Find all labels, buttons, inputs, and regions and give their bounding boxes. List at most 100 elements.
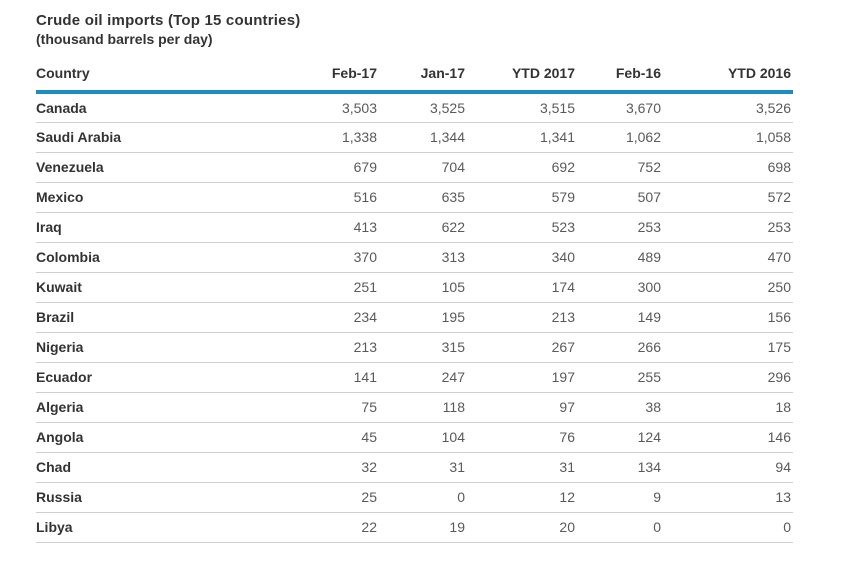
- value-cell: 296: [663, 362, 793, 393]
- table-row: Iraq 413 622 523 253 253: [36, 212, 793, 243]
- column-header-ytd-2016: YTD 2016: [663, 48, 793, 94]
- value-cell: 104: [379, 422, 467, 453]
- value-cell: 1,344: [379, 122, 467, 153]
- column-header-ytd-2017: YTD 2017: [467, 48, 577, 94]
- value-cell: 251: [266, 272, 379, 303]
- crude-oil-imports-panel: Crude oil imports (Top 15 countries) (th…: [36, 12, 793, 543]
- country-cell: Iraq: [36, 212, 266, 243]
- country-cell: Algeria: [36, 392, 266, 423]
- column-header-country: Country: [36, 48, 266, 94]
- country-cell: Mexico: [36, 182, 266, 213]
- page-subtitle: (thousand barrels per day): [36, 31, 213, 47]
- value-cell: 679: [266, 152, 379, 183]
- value-cell: 523: [467, 212, 577, 243]
- value-cell: 25: [266, 482, 379, 513]
- column-header-feb-17: Feb-17: [266, 48, 379, 94]
- table-row: Kuwait 251 105 174 300 250: [36, 272, 793, 303]
- table-body: Canada 3,503 3,525 3,515 3,670 3,526 Saudi Ara…: [36, 92, 793, 543]
- value-cell: 340: [467, 242, 577, 273]
- value-cell: 13: [663, 482, 793, 513]
- value-cell: 0: [379, 482, 467, 513]
- value-cell: 752: [577, 152, 663, 183]
- column-header-jan-17: Jan-17: [379, 48, 467, 94]
- value-cell: 0: [577, 512, 663, 543]
- value-cell: 267: [467, 332, 577, 363]
- table-header-row: Country Feb-17 Jan-17 YTD 2017 Feb-16 YTD 201…: [36, 48, 793, 94]
- value-cell: 234: [266, 302, 379, 333]
- table-row: Libya 22 19 20 0 0: [36, 512, 793, 543]
- value-cell: 175: [663, 332, 793, 363]
- value-cell: 3,526: [663, 92, 793, 123]
- value-cell: 3,503: [266, 92, 379, 123]
- value-cell: 134: [577, 452, 663, 483]
- table-row: Russia 25 0 12 9 13: [36, 482, 793, 513]
- country-cell: Venezuela: [36, 152, 266, 183]
- value-cell: 20: [467, 512, 577, 543]
- value-cell: 22: [266, 512, 379, 543]
- table-row: Chad 32 31 31 134 94: [36, 452, 793, 483]
- value-cell: 156: [663, 302, 793, 333]
- country-cell: Russia: [36, 482, 266, 513]
- table-row: Canada 3,503 3,525 3,515 3,670 3,526: [36, 92, 793, 123]
- value-cell: 247: [379, 362, 467, 393]
- value-cell: 31: [379, 452, 467, 483]
- value-cell: 94: [663, 452, 793, 483]
- value-cell: 149: [577, 302, 663, 333]
- value-cell: 300: [577, 272, 663, 303]
- value-cell: 1,062: [577, 122, 663, 153]
- country-cell: Saudi Arabia: [36, 122, 266, 153]
- value-cell: 470: [663, 242, 793, 273]
- value-cell: 45: [266, 422, 379, 453]
- value-cell: 1,338: [266, 122, 379, 153]
- column-header-feb-16: Feb-16: [577, 48, 663, 94]
- value-cell: 370: [266, 242, 379, 273]
- value-cell: 698: [663, 152, 793, 183]
- country-cell: Chad: [36, 452, 266, 483]
- table-row: Saudi Arabia 1,338 1,344 1,341 1,062 1,058: [36, 122, 793, 153]
- value-cell: 141: [266, 362, 379, 393]
- value-cell: 12: [467, 482, 577, 513]
- country-cell: Colombia: [36, 242, 266, 273]
- value-cell: 9: [577, 482, 663, 513]
- value-cell: 118: [379, 392, 467, 423]
- value-cell: 75: [266, 392, 379, 423]
- table-row: Ecuador 141 247 197 255 296: [36, 362, 793, 393]
- value-cell: 3,515: [467, 92, 577, 123]
- value-cell: 622: [379, 212, 467, 243]
- crude-oil-imports-table: Country Feb-17 Jan-17 YTD 2017 Feb-16 YTD 201…: [36, 48, 793, 543]
- value-cell: 174: [467, 272, 577, 303]
- table-row: Colombia 370 313 340 489 470: [36, 242, 793, 273]
- page-title: Crude oil imports (Top 15 countries): [36, 12, 301, 29]
- value-cell: 692: [467, 152, 577, 183]
- country-cell: Libya: [36, 512, 266, 543]
- value-cell: 704: [379, 152, 467, 183]
- value-cell: 315: [379, 332, 467, 363]
- value-cell: 213: [266, 332, 379, 363]
- country-cell: Ecuador: [36, 362, 266, 393]
- value-cell: 97: [467, 392, 577, 423]
- value-cell: 313: [379, 242, 467, 273]
- value-cell: 516: [266, 182, 379, 213]
- value-cell: 1,058: [663, 122, 793, 153]
- value-cell: 197: [467, 362, 577, 393]
- value-cell: 0: [663, 512, 793, 543]
- country-cell: Angola: [36, 422, 266, 453]
- value-cell: 253: [577, 212, 663, 243]
- value-cell: 124: [577, 422, 663, 453]
- country-cell: Kuwait: [36, 272, 266, 303]
- value-cell: 1,341: [467, 122, 577, 153]
- value-cell: 253: [663, 212, 793, 243]
- value-cell: 255: [577, 362, 663, 393]
- value-cell: 32: [266, 452, 379, 483]
- value-cell: 635: [379, 182, 467, 213]
- value-cell: 76: [467, 422, 577, 453]
- value-cell: 19: [379, 512, 467, 543]
- value-cell: 105: [379, 272, 467, 303]
- table-row: Venezuela 679 704 692 752 698: [36, 152, 793, 183]
- value-cell: 195: [379, 302, 467, 333]
- table-row: Nigeria 213 315 267 266 175: [36, 332, 793, 363]
- table-row: Brazil 234 195 213 149 156: [36, 302, 793, 333]
- value-cell: 213: [467, 302, 577, 333]
- table-row: Algeria 75 118 97 38 18: [36, 392, 793, 423]
- value-cell: 3,670: [577, 92, 663, 123]
